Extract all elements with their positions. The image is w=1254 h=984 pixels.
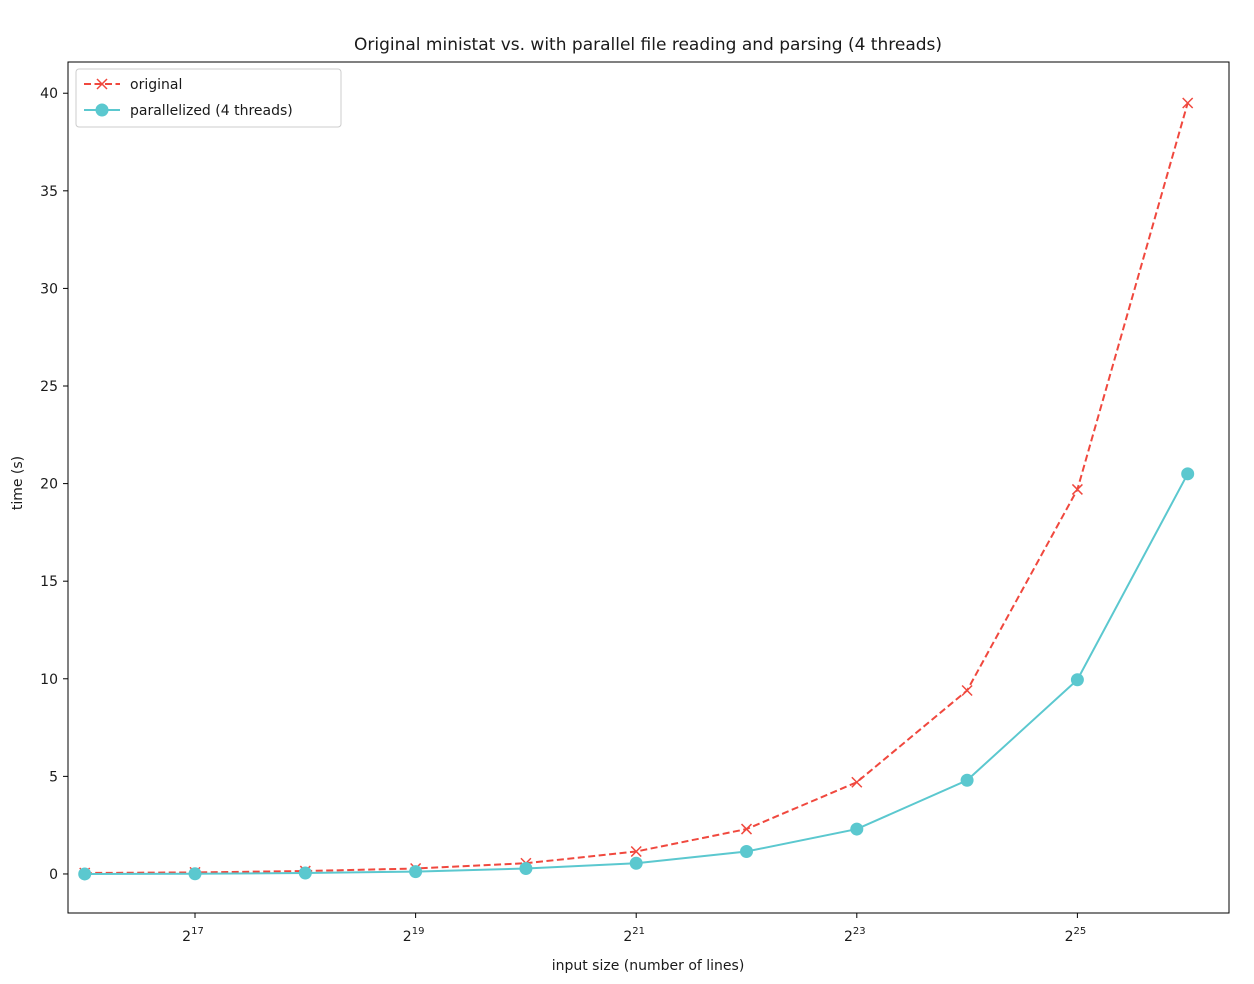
x-tick-label: 217 xyxy=(182,926,204,945)
y-axis: 0 5 10 15 20 25 30 35 40 xyxy=(40,86,68,883)
x-tick-base: 2 xyxy=(403,929,412,945)
legend: original parallelized (4 threads) xyxy=(75,68,342,128)
y-tick-label: 15 xyxy=(40,574,58,590)
series-line xyxy=(84,102,1189,874)
x-tick-label: 225 xyxy=(1065,926,1087,945)
plot-area xyxy=(67,61,1230,914)
x-axis: 217 219 221 223 225 xyxy=(182,913,1086,945)
x-tick-base: 2 xyxy=(623,929,632,945)
data-point xyxy=(1070,673,1084,687)
x-axis-label: input size (number of lines) xyxy=(552,958,745,974)
data-point xyxy=(1181,467,1195,481)
y-tick-label: 20 xyxy=(40,477,58,493)
legend-item: parallelized (4 threads) xyxy=(84,103,293,119)
data-point xyxy=(519,861,533,875)
x-tick-base: 2 xyxy=(844,929,853,945)
data-point xyxy=(740,823,753,835)
legend-marker xyxy=(95,103,109,117)
legend-label: original xyxy=(130,77,182,93)
y-tick-label: 25 xyxy=(40,379,58,395)
x-tick-exponent: 21 xyxy=(632,926,645,937)
series-line xyxy=(84,473,1189,875)
x-tick-label: 219 xyxy=(403,926,425,945)
y-tick-label: 35 xyxy=(40,184,58,200)
y-tick-label: 10 xyxy=(40,672,58,688)
legend-box xyxy=(75,68,342,128)
y-tick-label: 30 xyxy=(40,281,58,297)
legend-label: parallelized (4 threads) xyxy=(130,103,293,119)
data-point xyxy=(78,867,92,881)
data-point xyxy=(629,856,643,870)
x-tick-exponent: 25 xyxy=(1073,926,1086,937)
y-tick-label: 40 xyxy=(40,86,58,102)
data-point xyxy=(1071,483,1083,495)
data-point xyxy=(1182,97,1194,109)
x-tick-label: 223 xyxy=(844,926,866,945)
y-tick-label: 5 xyxy=(49,769,58,785)
data-point xyxy=(188,867,202,881)
series-original xyxy=(79,97,1194,879)
data-point xyxy=(298,866,312,880)
data-point xyxy=(409,865,423,879)
y-tick-label: 0 xyxy=(49,867,58,883)
x-tick-base: 2 xyxy=(182,929,191,945)
x-tick-label: 221 xyxy=(623,926,645,945)
data-point xyxy=(851,776,863,788)
data-point xyxy=(961,684,973,697)
plot-frame xyxy=(67,61,1230,914)
y-axis-label: time (s) xyxy=(10,456,26,510)
x-tick-exponent: 17 xyxy=(191,926,204,937)
legend-marker xyxy=(96,78,108,90)
data-point xyxy=(960,773,974,787)
data-point xyxy=(740,845,754,859)
x-tick-base: 2 xyxy=(1065,929,1074,945)
legend-item: original xyxy=(84,77,182,93)
x-tick-exponent: 19 xyxy=(412,926,425,937)
chart-title: Original ministat vs. with parallel file… xyxy=(354,35,942,55)
series-parallelized xyxy=(78,467,1195,881)
x-tick-exponent: 23 xyxy=(853,926,866,937)
data-point xyxy=(850,822,864,836)
data-point xyxy=(630,845,642,858)
